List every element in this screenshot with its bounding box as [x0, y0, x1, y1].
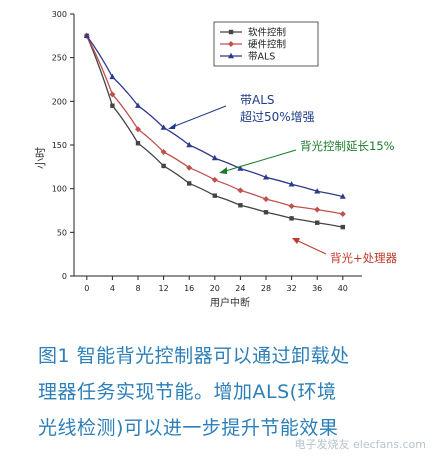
x-tick-label: 24: [235, 284, 245, 293]
data-point-square: [289, 216, 294, 221]
data-point-square: [212, 193, 217, 198]
series-3: [83, 32, 346, 199]
series-1: [84, 33, 345, 230]
data-point-diamond: [186, 164, 193, 171]
annotation-arrowhead: [292, 238, 300, 244]
data-point-diamond: [160, 148, 167, 155]
x-tick-label: 16: [184, 284, 194, 293]
data-point-triangle: [135, 102, 141, 108]
y-axis-label: 小时: [34, 147, 47, 169]
y-tick-label: 100: [52, 185, 67, 194]
data-point-diamond: [211, 176, 218, 183]
data-point-triangle: [339, 193, 346, 199]
y-tick-label: 150: [52, 141, 67, 150]
data-point-diamond: [263, 196, 269, 203]
data-point-diamond: [314, 206, 321, 213]
x-tick-label: 0: [84, 284, 89, 293]
data-point-diamond: [237, 187, 244, 194]
y-axis-ticks: 0 50 100 150 200 250 300: [52, 10, 74, 281]
x-tick-label: 28: [261, 284, 271, 293]
caption-line-1: 图1 智能背光控制器可以通过卸载处: [38, 345, 350, 367]
data-point-triangle: [263, 174, 269, 180]
figure-caption: 图1 智能背光控制器可以通过卸载处 理器任务实现节能。增加ALS(环境 光线检测…: [38, 338, 430, 446]
data-point-triangle: [83, 32, 90, 39]
x-axis-label: 用户中断: [210, 296, 250, 309]
annotation-arrowhead: [168, 123, 176, 129]
annotation-arrow: [295, 239, 327, 255]
data-point-triangle: [314, 188, 321, 194]
annotation-arrow: [221, 149, 297, 173]
data-point-triangle: [288, 181, 295, 187]
caption-line-3: 光线检测)可以进一步提升节能效果: [38, 417, 339, 439]
legend-label: 软件控制: [248, 27, 286, 39]
x-tick-label: 4: [110, 284, 115, 293]
data-point-square: [263, 210, 269, 215]
legend-label: 带ALS: [248, 52, 275, 63]
legend-label: 硬件控制: [248, 39, 286, 51]
data-point-diamond: [109, 91, 116, 98]
data-point-triangle: [109, 73, 116, 80]
data-point-square: [187, 181, 192, 186]
x-tick-label: 40: [338, 284, 348, 293]
annotation-als-title: 带ALS: [240, 93, 275, 107]
data-point-triangle: [186, 141, 193, 148]
data-point-square: [315, 220, 320, 225]
y-tick-label: 50: [57, 228, 67, 237]
x-axis-ticks: 0 4 8 12 16 20 24 28 32 36 40: [84, 276, 348, 293]
data-point-triangle: [211, 154, 218, 161]
annotation-arrow: [169, 105, 227, 129]
x-tick-label: 20: [210, 284, 220, 293]
x-tick-label: 36: [312, 284, 322, 293]
data-point-square: [340, 224, 345, 230]
annotation-als-detail: 超过50%增强: [240, 109, 315, 124]
y-tick-label: 300: [52, 10, 67, 19]
data-point-square: [228, 29, 234, 35]
annotation-arrowhead: [219, 167, 227, 174]
data-point-diamond: [228, 41, 234, 47]
y-tick-label: 250: [52, 54, 67, 63]
data-point-triangle: [237, 165, 244, 171]
y-tick-label: 200: [52, 97, 67, 106]
x-tick-label: 12: [159, 284, 169, 293]
data-point-triangle: [228, 52, 234, 59]
data-point-square: [161, 163, 166, 169]
watermark-text: 电子发烧友 elecfans.com: [294, 438, 426, 451]
x-tick-label: 32: [287, 284, 297, 293]
data-point-square: [238, 203, 243, 208]
x-tick-label: 8: [135, 284, 140, 293]
data-point-square: [135, 141, 141, 146]
data-point-triangle: [160, 124, 167, 130]
annotation-backlight: 背光控制延长15%: [300, 139, 395, 153]
data-point-diamond: [135, 126, 141, 133]
data-point-diamond: [339, 210, 346, 217]
caption-line-2: 理器任务实现节能。增加ALS(环境: [38, 381, 337, 403]
y-tick-label: 0: [62, 272, 67, 281]
data-point-diamond: [288, 203, 295, 210]
chart-series: [83, 32, 346, 230]
data-point-square: [110, 103, 115, 108]
series-2: [83, 32, 346, 217]
annotation-processor: 背光+处理器: [330, 251, 398, 265]
line-chart: 0 50 100 150 200 250 300 0 4 8 12 16 20 24 28 32 36 40 小…: [34, 10, 398, 309]
